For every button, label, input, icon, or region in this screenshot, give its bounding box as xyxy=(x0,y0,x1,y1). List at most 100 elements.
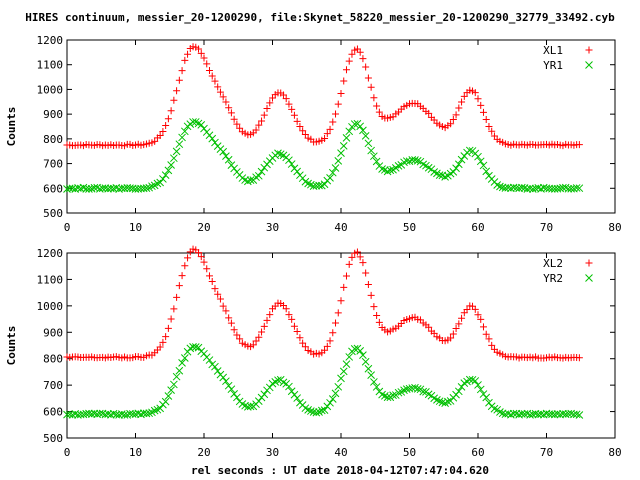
data-point xyxy=(479,161,488,170)
data-point xyxy=(394,388,403,397)
data-point xyxy=(301,343,309,351)
y-tick-label: 700 xyxy=(43,158,63,171)
data-point xyxy=(181,56,189,64)
data-point xyxy=(575,141,583,149)
data-point xyxy=(301,130,309,138)
data-point xyxy=(490,404,499,413)
data-point xyxy=(488,341,496,349)
data-point xyxy=(222,377,230,386)
data-point xyxy=(148,182,156,191)
data-point xyxy=(254,171,263,180)
x-tick-label: 80 xyxy=(608,221,621,234)
plot-bottom: 500 600 700 800 900 1000 1100 1200 0 10 20 30 40 50 60… xyxy=(5,245,622,459)
data-point xyxy=(329,329,337,337)
data-point xyxy=(454,387,463,396)
data-point xyxy=(260,111,268,119)
data-point xyxy=(474,381,482,389)
data-point xyxy=(307,407,315,415)
data-point xyxy=(528,410,537,419)
data-point xyxy=(142,184,151,192)
data-point xyxy=(326,174,334,182)
data-point xyxy=(173,293,181,301)
data-point xyxy=(219,302,227,310)
data-point xyxy=(362,269,370,277)
data-point xyxy=(170,305,178,313)
series-XL1 xyxy=(63,43,583,150)
data-point xyxy=(321,135,329,143)
data-point xyxy=(359,259,367,267)
data-point xyxy=(227,385,236,394)
data-point xyxy=(548,184,556,193)
series-YR2 xyxy=(63,343,584,419)
data-point xyxy=(227,109,235,117)
data-point xyxy=(477,101,485,109)
data-point xyxy=(361,132,370,140)
data-point xyxy=(337,149,345,158)
data-point xyxy=(350,120,359,128)
x-tick-label: 70 xyxy=(540,221,553,234)
data-point xyxy=(575,184,584,193)
data-point xyxy=(208,72,216,80)
data-point xyxy=(455,104,463,112)
data-point xyxy=(222,98,230,106)
data-point xyxy=(164,324,172,332)
data-point xyxy=(463,305,471,313)
data-point xyxy=(304,405,312,414)
data-point xyxy=(255,333,263,341)
data-point xyxy=(304,179,312,188)
data-point xyxy=(334,100,342,108)
x-tick-label: 30 xyxy=(266,446,279,459)
x-tick-label: 80 xyxy=(608,446,621,459)
data-point xyxy=(230,390,238,398)
data-point xyxy=(296,122,304,130)
y-tick-label: 900 xyxy=(43,108,63,121)
data-point xyxy=(258,328,266,336)
data-point xyxy=(476,385,485,394)
data-point xyxy=(458,314,466,322)
x-tick-label: 40 xyxy=(334,446,347,459)
data-point xyxy=(156,343,164,351)
data-point xyxy=(172,372,181,381)
data-point xyxy=(156,132,164,140)
data-point xyxy=(85,409,93,418)
data-point xyxy=(178,133,186,142)
data-point xyxy=(225,314,233,322)
data-point xyxy=(293,117,301,125)
y-tick-label: 800 xyxy=(43,353,63,366)
data-point xyxy=(197,121,206,129)
data-point xyxy=(372,157,381,166)
data-point xyxy=(263,105,271,113)
x-tick-label: 60 xyxy=(471,221,484,234)
data-point xyxy=(230,164,238,173)
data-point xyxy=(252,126,260,134)
y-tick-label: 600 xyxy=(43,182,63,195)
data-point xyxy=(323,130,331,138)
y-tick-label: 1100 xyxy=(37,59,64,72)
data-point xyxy=(164,115,172,123)
data-point xyxy=(282,305,290,313)
data-point xyxy=(326,398,334,407)
data-point xyxy=(200,54,208,62)
data-point xyxy=(348,50,356,58)
data-point xyxy=(208,277,216,285)
data-point xyxy=(285,382,293,391)
data-point xyxy=(216,295,224,303)
data-point xyxy=(285,100,293,108)
data-point xyxy=(334,309,342,317)
data-point xyxy=(293,327,301,335)
data-point xyxy=(425,323,433,331)
data-point xyxy=(575,411,584,419)
data-point xyxy=(219,147,228,156)
data-point xyxy=(435,171,444,179)
data-point xyxy=(523,185,532,193)
x-tick-label: 60 xyxy=(471,446,484,459)
data-point xyxy=(482,393,491,402)
data-point xyxy=(282,95,290,103)
data-point xyxy=(257,167,266,176)
data-point xyxy=(488,127,496,135)
data-point xyxy=(342,134,351,142)
data-point xyxy=(326,337,334,345)
x-tick-label: 10 xyxy=(129,221,142,234)
data-point xyxy=(575,354,583,362)
